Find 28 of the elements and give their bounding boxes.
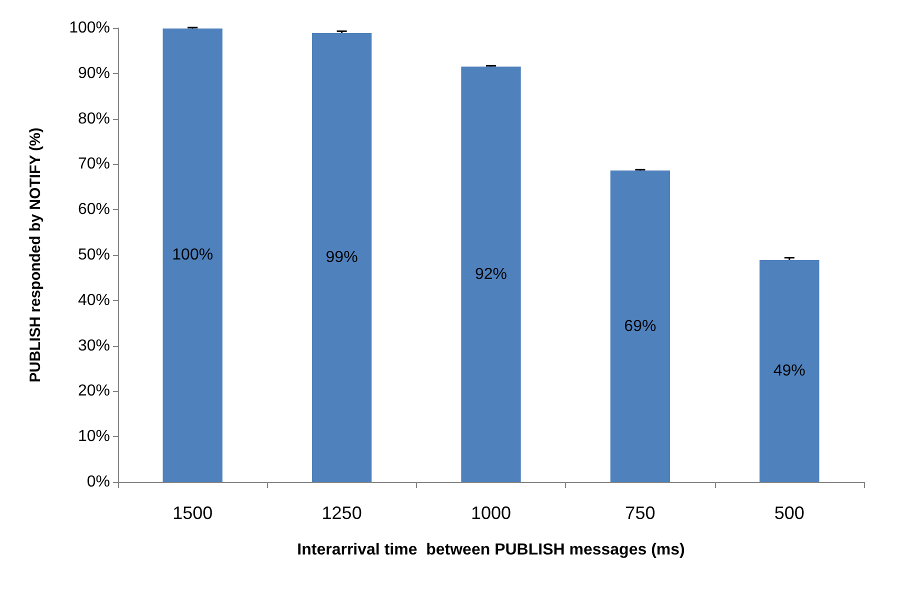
bar — [610, 170, 670, 482]
bar — [760, 260, 820, 482]
x-tick-label: 1500 — [172, 503, 213, 523]
y-tick-label: 70% — [78, 156, 110, 173]
x-tick-label: 1250 — [322, 503, 362, 523]
data-label: 92% — [474, 266, 508, 283]
y-tick-label: 0% — [86, 474, 110, 490]
data-label: 99% — [326, 248, 358, 266]
y-tick-label: 30% — [78, 337, 110, 354]
y-tick-label: 20% — [78, 382, 110, 400]
data-label: 100% — [172, 246, 214, 264]
x-tick-label: 1000 — [470, 503, 512, 523]
y-axis-title: PUBLISH responded by NOTIFY (%) — [27, 128, 44, 382]
data-label: 49% — [773, 362, 806, 380]
y-tick-label: 40% — [78, 292, 110, 309]
y-tick-label: 50% — [78, 246, 110, 264]
y-tick-label: 100% — [69, 20, 110, 36]
x-axis-title: Interarrival time between PUBLISH messages (ms) — [297, 542, 685, 558]
data-label: 69% — [624, 318, 656, 335]
y-tick-label: 80% — [78, 110, 110, 128]
y-tick-label: 90% — [78, 64, 110, 82]
x-tick-label: 500 — [774, 503, 804, 523]
bar — [312, 32, 372, 482]
y-tick-label: 60% — [78, 201, 110, 218]
bar — [461, 66, 521, 482]
bar — [162, 28, 222, 482]
x-tick-label: 750 — [625, 503, 656, 523]
y-tick-label: 10% — [78, 428, 110, 446]
